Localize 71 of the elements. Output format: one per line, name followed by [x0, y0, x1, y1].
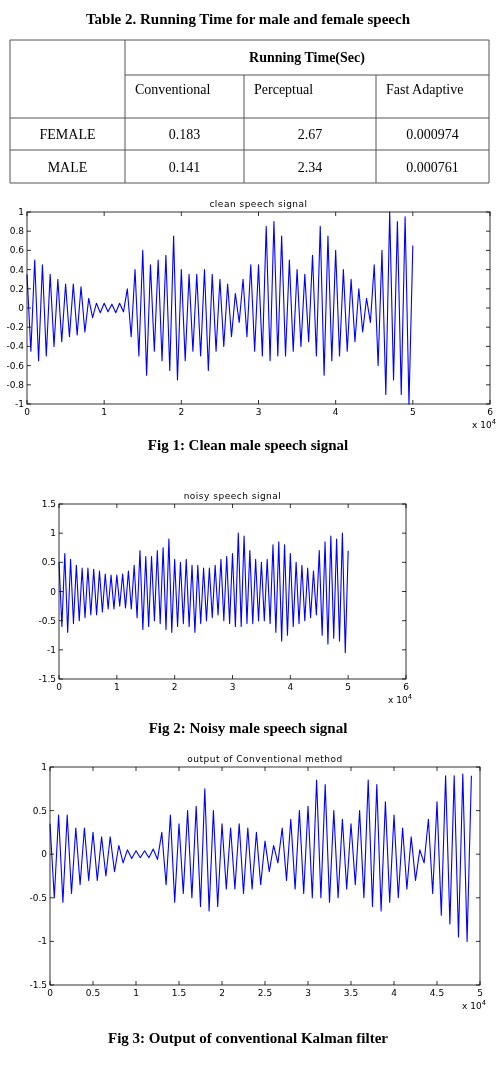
data-label: 2.67: [297, 127, 323, 142]
y-tick-label: 0: [50, 586, 57, 597]
y-tick-label: 0.8: [9, 226, 25, 237]
y-tick-label: 0: [41, 849, 48, 860]
text: x 10$^{4}$: [462, 999, 486, 1011]
y-tick-label: -1.5: [29, 980, 47, 990]
x-tick-label: 4.5: [429, 988, 445, 998]
y-tick-label: 0.4: [9, 264, 25, 275]
y-tick-label: -0.5: [29, 892, 47, 903]
x-tick-label: Fast Adaptive: [386, 82, 464, 97]
y-tick-label: -0.8: [6, 379, 25, 390]
y-tick-label: -1: [47, 644, 56, 655]
y-tick-label: 1: [41, 762, 47, 772]
chart-title: Table 2. Running Time for male and female speech: [85, 11, 411, 27]
x-tick-label: 2.5: [257, 988, 273, 998]
x-tick-label: 1.5: [171, 988, 187, 998]
data-label: 2.34: [297, 159, 323, 175]
y-tick-label: 0.5: [32, 805, 47, 816]
x-tick-label: 3: [255, 407, 262, 417]
x-tick-label: 0.5: [85, 988, 101, 998]
y-tick-label: 1: [50, 528, 56, 539]
x-tick-label: 2: [178, 407, 185, 417]
text: x 10$^{4}$: [388, 693, 412, 705]
chart-subtitle: Running Time(Sec): [249, 50, 366, 66]
y-tick-label: -0.2: [6, 322, 24, 333]
x-tick-label: 6: [487, 407, 494, 417]
y-tick-label: -1: [38, 936, 47, 947]
y-tick-label: -0.4: [6, 341, 25, 352]
x-tick-label: 5: [345, 682, 352, 692]
y-tick-label: 1.5: [41, 499, 56, 509]
x-tick-label: 5: [409, 407, 416, 417]
data-label: 0.183: [168, 127, 201, 142]
data-label: 0.141: [168, 159, 201, 175]
y-tick-label: FEMALE: [39, 127, 96, 142]
chart-title: clean speech signal: [209, 199, 308, 209]
x-tick-label: 3.5: [343, 988, 359, 998]
x-tick-label: 2: [219, 988, 225, 998]
y-tick-label: -1.5: [38, 674, 56, 684]
y-tick-label: 1: [18, 207, 24, 217]
y-tick-label: 0: [18, 303, 25, 313]
data-label: 0.000974: [406, 127, 459, 142]
y-tick-label: 0.6: [9, 245, 25, 256]
x-tick-label: 5: [477, 988, 483, 998]
line-series: [58, 532, 349, 654]
chart-title: noisy speech signal: [183, 491, 282, 501]
x-tick-label: 1: [133, 988, 139, 998]
caption: Fig 1: Clean male speech signal: [147, 437, 349, 453]
y-tick-label: -0.6: [6, 360, 25, 371]
x-tick-label: 3: [229, 682, 236, 692]
y-tick-label: 0.2: [9, 283, 24, 294]
x-tick-label: Conventional: [135, 82, 211, 97]
x-tick-label: 1: [101, 407, 108, 417]
y-tick-label: -1: [15, 399, 24, 409]
y-tick-label: -0.5: [38, 615, 56, 626]
text: x 10$^{4}$: [472, 418, 496, 430]
x-tick-label: 1: [113, 682, 120, 692]
line-series: [49, 773, 472, 942]
caption: Fig 2: Noisy male speech signal: [148, 720, 348, 736]
y-tick-label: 0.5: [41, 557, 56, 568]
x-tick-label: 2: [171, 682, 178, 692]
y-tick-label: MALE: [47, 159, 88, 175]
x-tick-label: 6: [403, 682, 410, 692]
x-tick-label: 4: [332, 407, 339, 417]
x-tick-label: 4: [391, 988, 398, 998]
line-series: [26, 211, 414, 405]
x-tick-label: Perceptual: [254, 82, 314, 97]
x-tick-label: 4: [287, 682, 294, 692]
chart-title: output of Conventional method: [187, 754, 343, 764]
caption: Fig 3: Output of conventional Kalman filter: [108, 1030, 389, 1046]
x-tick-label: 3: [305, 988, 311, 998]
data-label: 0.000761: [406, 159, 459, 175]
